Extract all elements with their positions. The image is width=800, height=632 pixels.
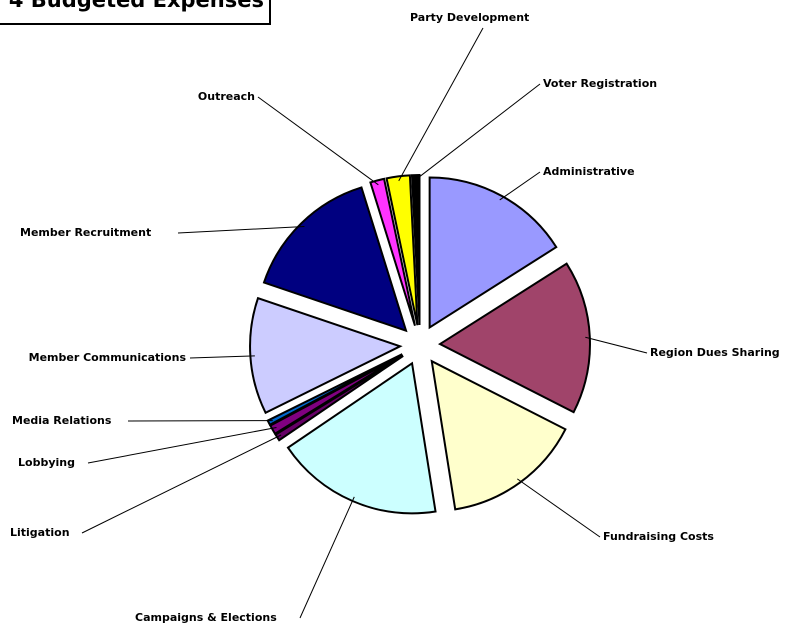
slice-label: Party Development (410, 11, 529, 24)
slice-label: Lobbying (18, 456, 75, 469)
leader-line (257, 96, 379, 186)
leader-line (398, 27, 484, 182)
slice-label: Voter Registration (543, 77, 657, 90)
pie-slice (262, 186, 408, 333)
pie-slice (274, 355, 404, 442)
slice-label: Member Recruitment (20, 226, 151, 239)
title-box (0, 0, 271, 25)
pie-slice (437, 262, 591, 414)
leader-line (585, 336, 648, 354)
slice-label: Administrative (543, 165, 635, 178)
slice-label: Media Relations (12, 414, 112, 427)
leader-line (516, 478, 601, 538)
leader-line (499, 171, 541, 201)
slice-label: Fundraising Costs (603, 530, 714, 543)
leader-line (189, 355, 255, 359)
slice-label: Outreach (198, 90, 255, 103)
pie-slice (369, 177, 416, 326)
leader-line (415, 83, 541, 180)
slice-label: Region Dues Sharing (650, 346, 780, 359)
leader-line (299, 496, 355, 619)
leader-line (87, 426, 277, 464)
leader-line (81, 434, 282, 534)
slice-label: Campaigns & Elections (135, 611, 277, 624)
chart-title: 4 Budgeted Expenses (9, 0, 264, 12)
slice-label: Member Communications (29, 351, 187, 364)
slice-label: Litigation (10, 526, 70, 539)
pie-slice (430, 359, 567, 511)
leader-line (177, 226, 305, 234)
pie-slice (410, 174, 421, 326)
pie-slice (385, 174, 419, 326)
pie-slice (428, 176, 558, 330)
